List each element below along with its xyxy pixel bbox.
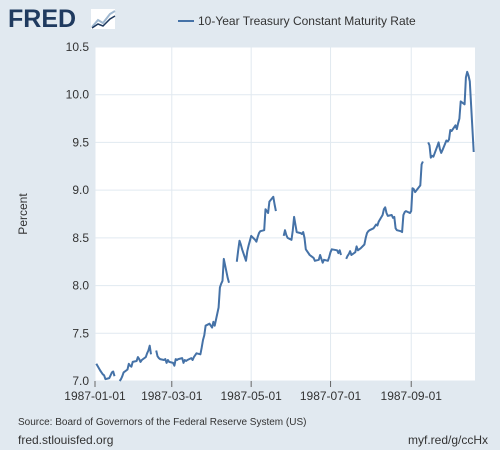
fred-logo[interactable]: FRED xyxy=(8,5,116,33)
x-axis: 1987-01-01 1987-03-01 1987-05-01 1987-07-01… xyxy=(64,381,442,403)
series-line-segment xyxy=(118,344,152,382)
series-line-segment xyxy=(155,257,230,367)
x-tick-label: 1987-07-01 xyxy=(300,389,362,403)
y-tick-label: 10.5 xyxy=(66,40,90,54)
series-line-segment xyxy=(95,363,116,381)
series-line-segment xyxy=(282,215,342,264)
legend-label: 10-Year Treasury Constant Maturity Rate xyxy=(198,14,416,28)
y-tick-label: 8.0 xyxy=(72,279,89,293)
series-line-segment xyxy=(235,195,277,262)
y-tick-label: 9.0 xyxy=(72,183,89,197)
plot-area xyxy=(95,47,475,381)
y-tick-label: 7.5 xyxy=(72,326,89,340)
y-tick-label: 9.5 xyxy=(72,135,89,149)
site-link[interactable]: fred.stlouisfed.org xyxy=(18,433,114,447)
x-tick-label: 1987-05-01 xyxy=(220,389,282,403)
chart-trend-icon xyxy=(91,9,116,29)
series-line-segment xyxy=(345,161,424,260)
y-tick-label: 7.0 xyxy=(72,374,89,388)
grid xyxy=(94,46,475,382)
x-tick-label: 1987-03-01 xyxy=(141,389,203,403)
y-tick-label: 8.5 xyxy=(72,231,89,245)
logo-wordmark: FRED xyxy=(8,5,76,33)
source-note: Source: Board of Governors of the Federa… xyxy=(18,417,307,428)
x-tick-label: 1987-09-01 xyxy=(381,389,443,403)
short-link[interactable]: myf.red/g/ccHx xyxy=(407,433,488,447)
series-layer xyxy=(95,70,475,382)
chart-legend: 10-Year Treasury Constant Maturity Rate xyxy=(178,14,416,28)
y-axis-label: Percent xyxy=(16,193,30,235)
y-tick-label: 10.0 xyxy=(66,88,90,102)
y-axis: 7.0 7.5 8.0 8.5 9.0 9.5 10.0 10.5 xyxy=(66,40,90,388)
series-line-segment xyxy=(427,70,475,159)
x-tick-label: 1987-01-01 xyxy=(64,389,126,403)
